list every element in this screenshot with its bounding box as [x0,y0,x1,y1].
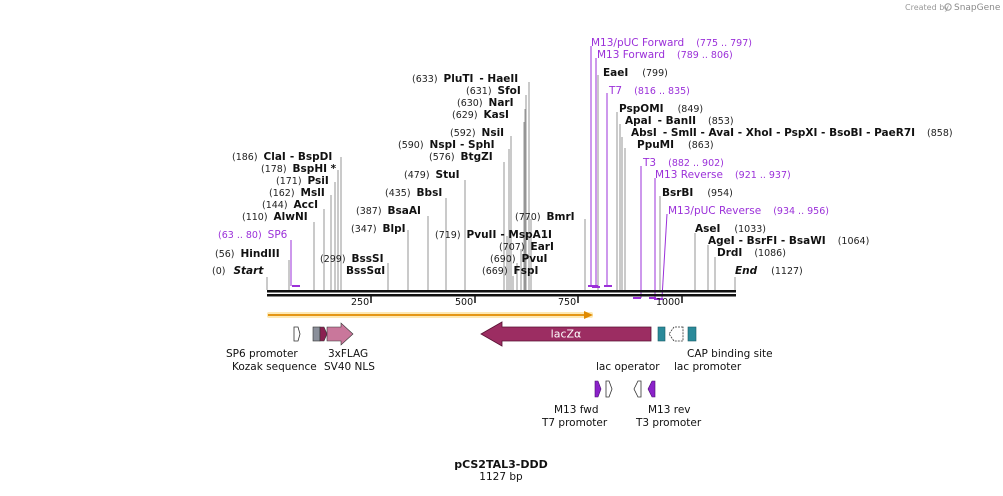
kozak-feature[interactable] [312,326,321,342]
t3-promoter-label: T3 promoter [635,417,702,429]
primer-t7[interactable]: T7 (816 .. 835) [608,85,690,97]
m13-rev-feature[interactable] [647,380,656,398]
cap-site-feature[interactable] [687,326,697,342]
enzyme-ppumi[interactable]: PpuMI (863) [637,139,714,151]
t7-promoter-label: T7 promoter [541,417,608,429]
enzyme-stui[interactable]: (479) StuI [404,169,460,181]
enzyme-leader-lines [266,75,736,290]
enzyme-msli[interactable]: (162) MslI [269,187,325,199]
flag-label: 3xFLAG [328,348,368,360]
enzyme-blpi[interactable]: (347) BlpI [351,223,406,235]
m13-rev-label: M13 rev [648,404,691,416]
end-marker: End (1127) [735,265,803,277]
enzyme-clai[interactable]: (186) ClaI - BspDI [232,151,332,163]
credit-prefix: Created by [905,3,949,12]
sp6-promoter-feature[interactable] [293,326,301,342]
primer-m13-puc-forward[interactable]: M13/pUC Forward (775 .. 797) [591,37,752,49]
primer-sp6[interactable]: (63 .. 80) SP6 [218,229,288,241]
enzyme-eaei[interactable]: EaeI (799) [603,67,668,79]
sv40-label: SV40 NLS [324,361,375,373]
snapgene-logo-icon [944,3,952,11]
enzyme-eari[interactable]: (707) EarI [499,241,554,253]
lacz-feature[interactable]: lacZα [480,321,652,347]
enzyme-pluti[interactable]: (633) PluTI - HaeII [412,73,518,85]
enzyme-nsii[interactable]: (592) NsiI [450,127,504,139]
enzyme-kasi[interactable]: (629) KasI [452,109,509,121]
enzyme-asei[interactable]: AseI (1033) [695,223,766,235]
start-marker: (0) Start [212,265,264,277]
cap-site-label: CAP binding site [687,348,773,360]
ruler-tick-250: 250 [351,297,369,308]
enzyme-drdi[interactable]: DrdI (1086) [717,247,786,259]
primer-m13-reverse[interactable]: M13 Reverse (921 .. 937) [655,169,791,181]
lac-operator-label: lac operator [596,361,660,373]
enzyme-nari[interactable]: (630) NarI [457,97,514,109]
m13-fwd-feature[interactable] [594,380,602,398]
dna-backbone [267,290,736,297]
enzyme-absi[interactable]: AbsI - SmlI - AvaI - XhoI - PspXI - BsoBI… [631,127,953,139]
sv40-nls-feature[interactable] [326,322,354,346]
orf-arrow[interactable] [267,311,593,319]
t3-promoter-feature[interactable] [633,380,642,398]
enzyme-pspomi[interactable]: PspOMI (849) [619,103,703,115]
enzyme-fspi[interactable]: (669) FspI [482,265,538,277]
enzyme-btgzi[interactable]: (576) BtgZI [429,151,493,163]
enzyme-psii[interactable]: (171) PsiI [276,175,329,187]
ruler-tick-750: 750 [558,297,576,308]
enzyme-nspi[interactable]: (590) NspI - SphI [398,139,495,151]
primer-t3[interactable]: T3 (882 .. 902) [642,157,724,169]
lac-promoter-label: lac promoter [674,361,742,373]
credit-brand: SnapGene [954,3,1001,13]
enzyme-bsphi[interactable]: (178) BspHI * [261,163,337,175]
enzyme-bmri[interactable]: (770) BmrI [515,211,575,223]
m13-fwd-label: M13 fwd [554,404,599,416]
map-length: 1127 bp [479,471,523,483]
primer-binding-marks [292,285,663,300]
enzyme-bsrbi[interactable]: BsrBI (954) [662,187,733,199]
enzyme-bsssai[interactable]: BssSαI [346,265,385,277]
enzyme-alwni[interactable]: (110) AlwNI [242,211,308,223]
ruler: 250 500 750 1000 [351,296,683,308]
flag-feature[interactable] [319,326,328,342]
t7-promoter-feature[interactable] [605,380,613,398]
ruler-tick-1000: 1000 [656,297,680,308]
enzyme-bbsi[interactable]: (435) BbsI [385,187,442,199]
primer-m13-puc-reverse[interactable]: M13/pUC Reverse (934 .. 956) [668,205,829,217]
sp6-promoter-label: SP6 promoter [226,348,298,360]
lac-promoter-feature[interactable] [668,326,684,342]
primer-m13-forward[interactable]: M13 Forward (789 .. 806) [597,49,733,61]
enzyme-agei[interactable]: AgeI - BsrFI - BsaWI (1064) [708,235,869,247]
enzyme-sfoi[interactable]: (631) SfoI [466,85,521,97]
enzyme-hindiii[interactable]: (56) HindIII [215,248,280,260]
ruler-tick-500: 500 [455,297,473,308]
lacz-label: lacZα [551,328,582,341]
kozak-label: Kozak sequence [232,361,317,373]
enzyme-pvuii[interactable]: (719) PvuII - MspA1I [435,229,552,241]
enzyme-bsaai[interactable]: (387) BsaAI [356,205,421,217]
enzyme-pvui[interactable]: (690) PvuI [490,253,547,265]
lac-operator-feature[interactable] [657,326,666,342]
enzyme-acci[interactable]: (144) AccI [262,199,318,211]
map-title: pCS2TAL3-DDD [454,458,548,471]
primer-leader-lines [290,46,668,299]
enzyme-apai[interactable]: ApaI - BanII (853) [625,115,734,127]
enzyme-bsssi[interactable]: (299) BssSI [320,253,384,265]
